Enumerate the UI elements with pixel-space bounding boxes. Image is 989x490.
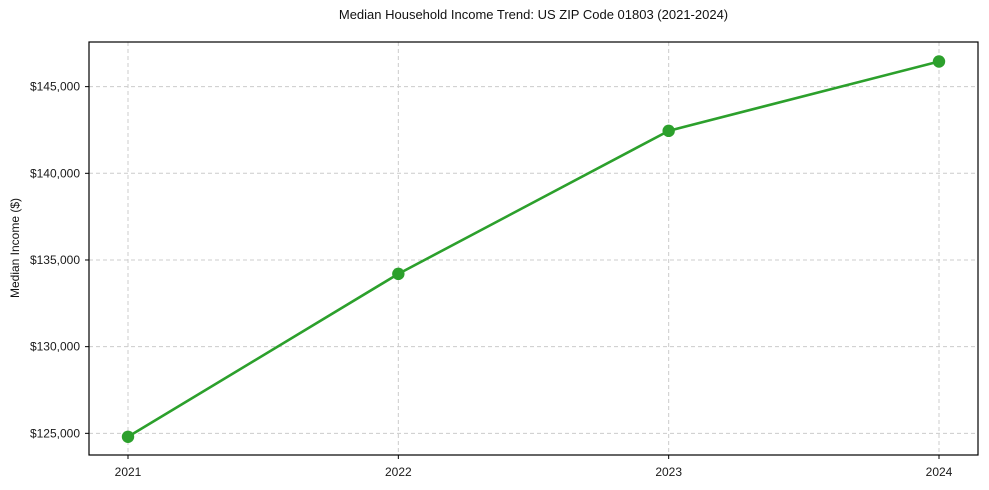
y-tick-label: $125,000 [30, 426, 80, 440]
y-tick-label: $130,000 [30, 340, 80, 354]
trend-line [126, 60, 941, 439]
x-tick-label: 2022 [385, 465, 412, 479]
x-tick-label: 2021 [115, 465, 142, 479]
y-tick-label: $135,000 [30, 253, 80, 267]
chart-title: Median Household Income Trend: US ZIP Co… [338, 7, 729, 22]
data-point [392, 267, 405, 281]
data-point [662, 124, 675, 138]
y-tick-label: $140,000 [30, 166, 80, 180]
x-tick-label: 2023 [655, 465, 682, 479]
axes-frame [88, 41, 979, 456]
x-tick-label: 2024 [926, 465, 953, 479]
data-point [121, 430, 135, 443]
y-tick-label: $145,000 [30, 80, 80, 94]
data-point [932, 55, 946, 68]
